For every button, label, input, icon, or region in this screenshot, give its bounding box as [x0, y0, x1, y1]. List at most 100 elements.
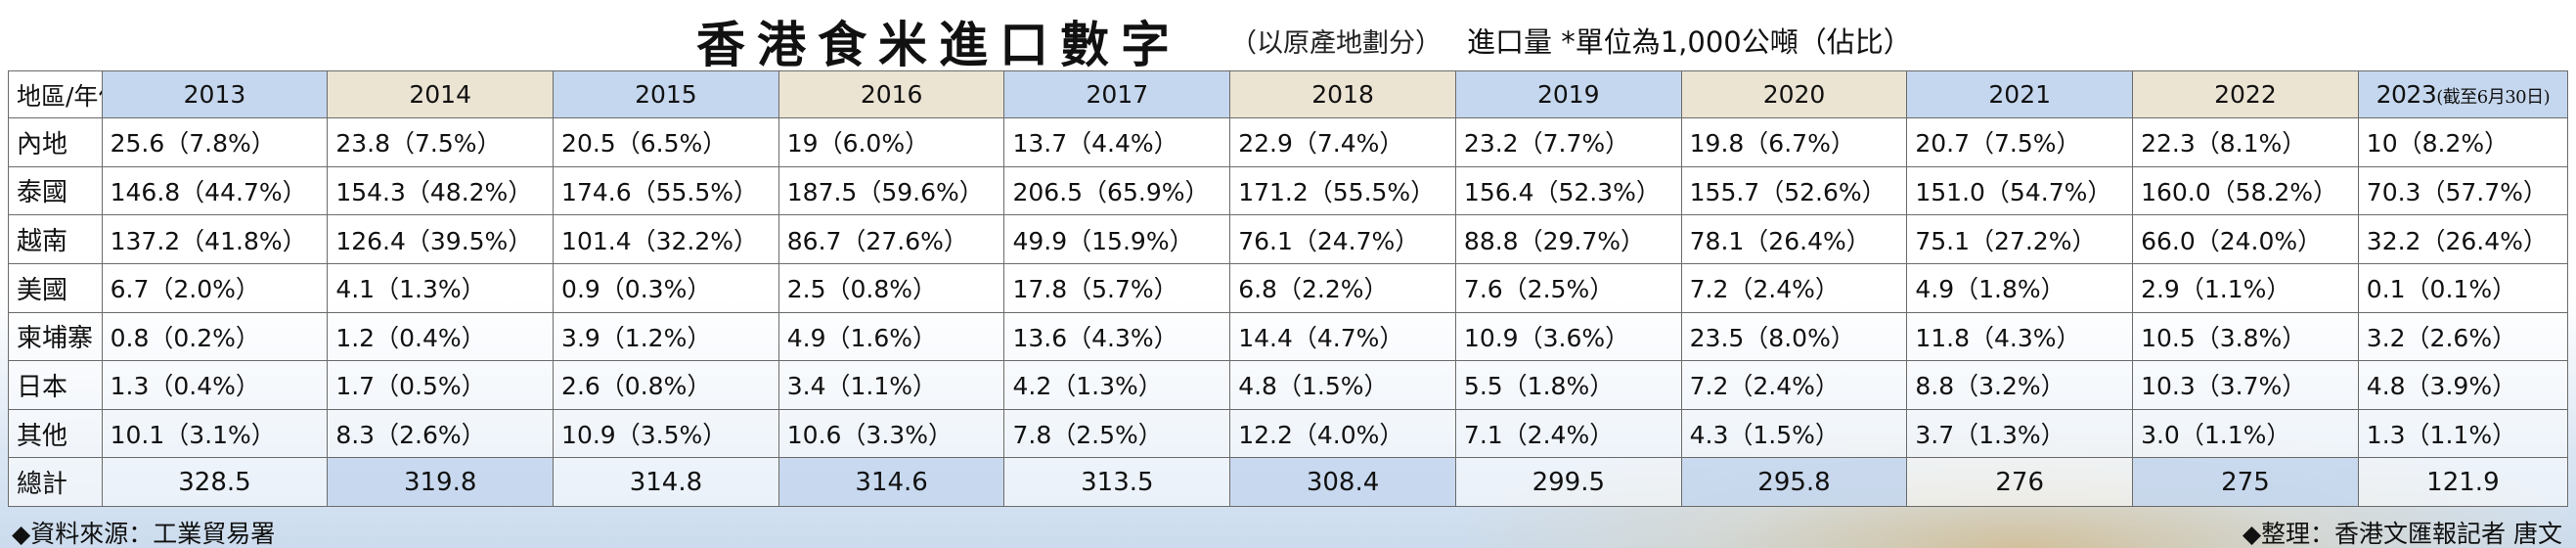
table-cell: 4.2（1.3%）: [1003, 360, 1231, 410]
year-header: 2013: [101, 70, 329, 118]
table-header-row: 地區/年份 2013 2014 2015 2016 2017 2018 2019…: [8, 70, 2569, 118]
table-cell: 4.9（1.8%）: [1906, 262, 2134, 313]
total-cell: 295.8: [1680, 457, 1908, 507]
table-cell: 146.8（44.7%）: [101, 165, 329, 216]
table-cell: 2.5（0.8%）: [777, 262, 1005, 313]
table-cell: 171.2（55.5%）: [1229, 165, 1456, 216]
table-cell: 4.1（1.3%）: [327, 262, 555, 313]
table-cell: 20.7（7.5%）: [1906, 117, 2134, 167]
header: 香港食米進口數字 （以原產地劃分） 進口量 *單位為1,000公噸（佔比）: [0, 0, 2576, 73]
total-cell: 314.8: [553, 457, 779, 507]
table-cell: 3.2（2.6%）: [2357, 311, 2569, 362]
table-cell: 206.5（65.9%）: [1003, 165, 1231, 216]
table-cell: 10.5（3.8%）: [2132, 311, 2359, 362]
table-cell: 1.7（0.5%）: [327, 360, 555, 410]
year-header: 2014: [327, 70, 555, 118]
total-cell: 314.6: [777, 457, 1005, 507]
table-cell: 8.8（3.2%）: [1906, 360, 2134, 410]
region-label: 日本: [8, 360, 103, 410]
table-cell: 7.1（2.4%）: [1454, 408, 1682, 459]
table-cell: 10.9（3.5%）: [553, 408, 779, 459]
table-row: 日本 1.3（0.4%） 1.7（0.5%） 2.6（0.8%） 3.4（1.1%） 4.…: [8, 360, 2569, 410]
table-cell: 160.0（58.2%）: [2132, 165, 2359, 216]
table-cell: 10.9（3.6%）: [1454, 311, 1682, 362]
year-header: 2018: [1229, 70, 1456, 118]
table-cell: 12.2（4.0%）: [1229, 408, 1456, 459]
table-cell: 13.7（4.4%）: [1003, 117, 1231, 167]
year-2023-label: 2023: [2376, 80, 2437, 109]
year-header: 2017: [1003, 70, 1231, 118]
table-cell: 156.4（52.3%）: [1454, 165, 1682, 216]
table-cell: 126.4（39.5%）: [327, 214, 555, 264]
footer: ◆資料來源：工業貿易署 ◆整理：香港文匯報記者 唐文: [0, 507, 2576, 548]
total-cell: 328.5: [101, 457, 329, 507]
region-label: 美國: [8, 262, 103, 313]
table-cell: 20.5（6.5%）: [553, 117, 779, 167]
table-cell: 66.0（24.0%）: [2132, 214, 2359, 264]
page-title: 香港食米進口數字: [696, 16, 1181, 73]
region-label: 泰國: [8, 165, 103, 216]
table-cell: 23.2（7.7%）: [1454, 117, 1682, 167]
table-cell: 10.1（3.1%）: [101, 408, 329, 459]
page-subtitle: （以原產地劃分）: [1230, 28, 1442, 59]
corner-header: 地區/年份: [8, 70, 103, 118]
rice-import-table: 地區/年份 2013 2014 2015 2016 2017 2018 2019…: [8, 70, 2569, 507]
table-cell: 78.1（26.4%）: [1680, 214, 1908, 264]
table-cell: 86.7（27.6%）: [777, 214, 1005, 264]
table-cell: 10.3（3.7%）: [2132, 360, 2359, 410]
table-cell: 17.8（5.7%）: [1003, 262, 1231, 313]
region-label: 內地: [8, 117, 103, 167]
table-cell: 4.8（1.5%）: [1229, 360, 1456, 410]
table-cell: 7.2（2.4%）: [1680, 262, 1908, 313]
table-cell: 3.7（1.3%）: [1906, 408, 2134, 459]
table-cell: 3.9（1.2%）: [553, 311, 779, 362]
table-cell: 13.6（4.3%）: [1003, 311, 1231, 362]
table-cell: 14.4（4.7%）: [1229, 311, 1456, 362]
total-cell: 121.9: [2357, 457, 2569, 507]
table-cell: 1.3（0.4%）: [101, 360, 329, 410]
total-cell: 275: [2132, 457, 2359, 507]
table-cell: 0.9（0.3%）: [553, 262, 779, 313]
year-header: 2020: [1680, 70, 1908, 118]
total-cell: 319.8: [327, 457, 555, 507]
table-cell: 22.3（8.1%）: [2132, 117, 2359, 167]
table-row: 內地 25.6（7.8%） 23.8（7.5%） 20.5（6.5%） 19（6.0%）…: [8, 117, 2569, 167]
table-cell: 7.6（2.5%）: [1454, 262, 1682, 313]
table-cell: 0.8（0.2%）: [101, 311, 329, 362]
table-cell: 25.6（7.8%）: [101, 117, 329, 167]
table-row: 美國 6.7（2.0%） 4.1（1.3%） 0.9（0.3%） 2.5（0.8%） 17…: [8, 262, 2569, 313]
region-label: 柬埔寨: [8, 311, 103, 362]
table-cell: 1.3（1.1%）: [2357, 408, 2569, 459]
credit-note: ◆整理：香港文匯報記者 唐文: [2242, 520, 2562, 548]
table-cell: 5.5（1.8%）: [1454, 360, 1682, 410]
table-cell: 19（6.0%）: [777, 117, 1005, 167]
table-cell: 6.7（2.0%）: [101, 262, 329, 313]
table-cell: 11.8（4.3%）: [1906, 311, 2134, 362]
year-header: 2015: [553, 70, 779, 118]
year-header: 2016: [777, 70, 1005, 118]
table-cell: 4.8（3.9%）: [2357, 360, 2569, 410]
table-cell: 10（8.2%）: [2357, 117, 2569, 167]
table-cell: 32.2（26.4%）: [2357, 214, 2569, 264]
table-cell: 10.6（3.3%）: [777, 408, 1005, 459]
table-cell: 88.8（29.7%）: [1454, 214, 1682, 264]
year-header: 2019: [1454, 70, 1682, 118]
table-cell: 8.3（2.6%）: [327, 408, 555, 459]
table-cell: 154.3（48.2%）: [327, 165, 555, 216]
table-cell: 2.6（0.8%）: [553, 360, 779, 410]
table-cell: 174.6（55.5%）: [553, 165, 779, 216]
total-cell: 313.5: [1003, 457, 1231, 507]
total-row: 總計 328.5 319.8 314.8 314.6 313.5 308.4 299.5 295…: [8, 457, 2569, 507]
table-cell: 19.8（6.7%）: [1680, 117, 1908, 167]
table-cell: 137.2（41.8%）: [101, 214, 329, 264]
table-cell: 155.7（52.6%）: [1680, 165, 1908, 216]
table-cell: 7.8（2.5%）: [1003, 408, 1231, 459]
total-cell: 308.4: [1229, 457, 1456, 507]
table-row: 其他 10.1（3.1%） 8.3（2.6%） 10.9（3.5%） 10.6（3.3%…: [8, 408, 2569, 459]
table-cell: 4.9（1.6%）: [777, 311, 1005, 362]
total-cell: 299.5: [1454, 457, 1682, 507]
region-label: 越南: [8, 214, 103, 264]
table-cell: 4.3（1.5%）: [1680, 408, 1908, 459]
source-note: ◆資料來源：工業貿易署: [12, 520, 276, 548]
year-2023-note: (截至6月30日): [2436, 87, 2551, 108]
